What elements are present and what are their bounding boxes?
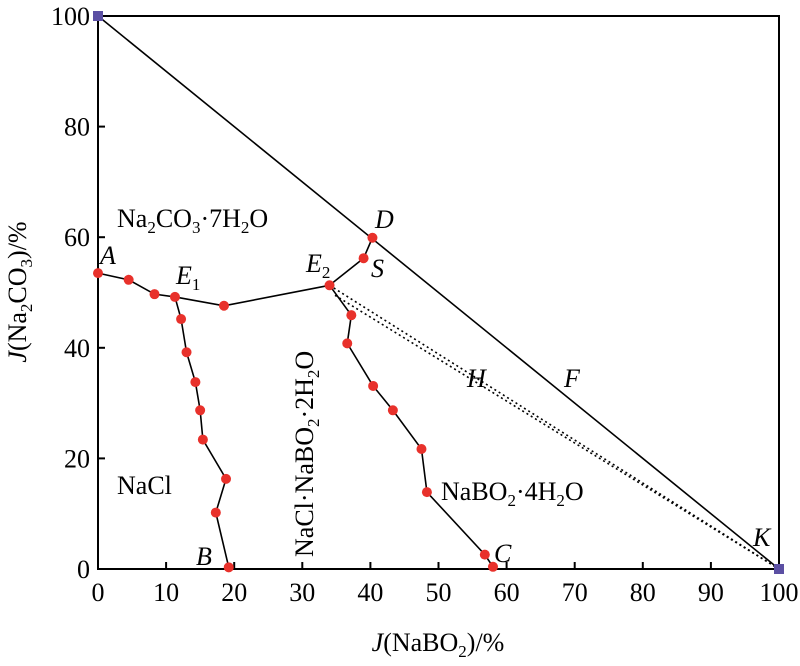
region-label-nabo2: NaBO2·4H2O <box>441 477 584 510</box>
data-point <box>387 405 398 416</box>
data-point <box>346 310 357 321</box>
y-tick-label: 80 <box>64 113 90 142</box>
data-point <box>93 268 103 279</box>
data-point <box>221 473 232 484</box>
region-label-double-salt: NaCl·NaBO2·2H2O <box>290 351 323 557</box>
data-point <box>487 561 498 572</box>
region-label-na2co3: Na2CO3·7H2O <box>117 204 268 237</box>
data-point <box>123 274 134 285</box>
x-tick-label: 80 <box>630 578 656 607</box>
x-tick-label: 40 <box>357 578 383 607</box>
x-tick-label: 100 <box>760 578 799 607</box>
point-label-e2: E2 <box>305 249 330 282</box>
x-tick-label: 50 <box>426 578 452 607</box>
dotted-tie-line <box>334 294 780 570</box>
curve-e1-b <box>174 296 230 568</box>
y-tick-label: 100 <box>51 2 90 31</box>
x-tick-label: 20 <box>221 578 247 607</box>
data-point <box>367 232 378 243</box>
corner-marker-layer <box>93 11 784 574</box>
data-point <box>190 377 201 388</box>
point-label-k: K <box>752 523 772 552</box>
data-point <box>181 347 192 358</box>
data-point-layer <box>93 232 498 573</box>
x-tick-label: 10 <box>153 578 179 607</box>
data-point <box>368 380 379 391</box>
x-tick-label: 0 <box>92 578 105 607</box>
data-point <box>223 562 234 573</box>
y-tick-label: 60 <box>64 223 90 252</box>
point-label-d: D <box>374 205 394 234</box>
x-tick-label: 70 <box>562 578 588 607</box>
y-axis-title: J(Na2CO3)/% <box>3 221 36 362</box>
tie-line-layer <box>97 15 780 570</box>
corner-marker <box>774 564 784 574</box>
data-point <box>479 549 490 560</box>
x-tick-label: 30 <box>289 578 315 607</box>
x-tick-label: 90 <box>698 578 724 607</box>
curve-e2-c <box>328 284 494 568</box>
data-point <box>421 487 432 498</box>
data-point <box>210 507 221 518</box>
region-label-nacl: NaCl <box>117 471 172 500</box>
data-point <box>176 314 187 325</box>
data-point <box>149 289 160 300</box>
curve-a-e1 <box>97 272 176 298</box>
y-axis-ticks: 0 20 40 60 80 100 <box>51 2 105 584</box>
point-label-e1: E1 <box>175 261 200 294</box>
x-axis-ticks: 0 10 20 30 40 50 60 70 80 90 100 <box>92 562 799 607</box>
data-point <box>416 443 427 454</box>
data-point <box>195 405 206 416</box>
point-label-s: S <box>371 254 384 283</box>
x-axis-title: J(NaBO2)/% <box>372 628 505 661</box>
data-point <box>218 300 229 311</box>
data-point <box>324 280 335 291</box>
corner-marker <box>93 11 103 21</box>
data-point <box>342 338 353 349</box>
dotted-tie-line <box>329 284 780 570</box>
diagonal-tie-line <box>97 15 780 570</box>
point-label-b: B <box>196 542 212 571</box>
y-tick-label: 20 <box>64 444 90 473</box>
x-tick-label: 60 <box>494 578 520 607</box>
dotted-line-layer <box>329 284 780 570</box>
y-tick-label: 0 <box>77 555 90 584</box>
data-point <box>358 253 369 264</box>
point-label-f: F <box>563 364 581 393</box>
point-label-a: A <box>98 241 116 270</box>
point-label-c: C <box>494 539 512 568</box>
y-tick-label: 40 <box>64 334 90 363</box>
point-label-h: H <box>466 364 487 393</box>
data-point <box>169 291 180 302</box>
data-point <box>197 434 208 445</box>
